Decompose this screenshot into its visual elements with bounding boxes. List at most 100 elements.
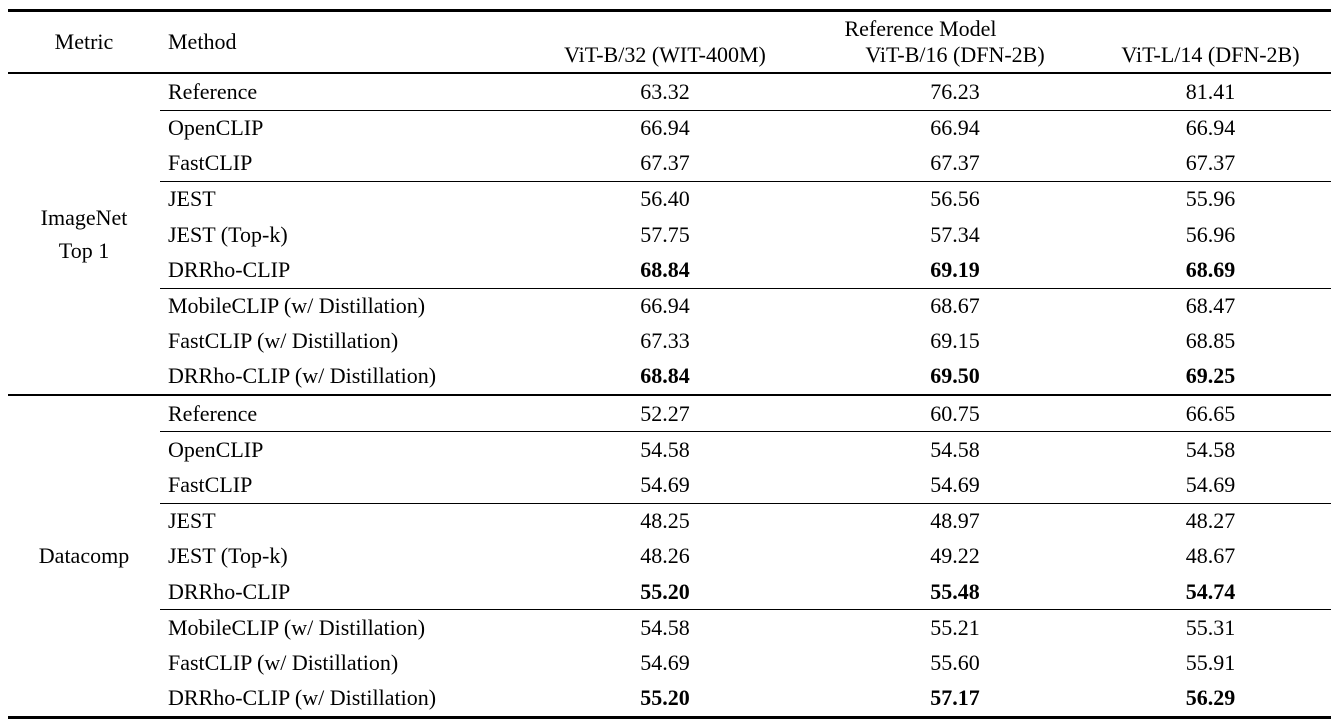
value-cell: 68.47 (1090, 287, 1331, 324)
method-label: MobileCLIP (w/ Distillation) (160, 609, 510, 646)
value-cell: 56.96 (1185, 221, 1236, 247)
value-cell: 54.58 (820, 431, 1090, 468)
value-cell: 48.97 (820, 502, 1090, 539)
method-label: OpenCLIP (160, 109, 510, 146)
value-cell: 76.23 (930, 78, 980, 104)
method-label: JEST (160, 180, 510, 218)
value-cell: 68.69 (1185, 256, 1236, 282)
value-cell: 66.65 (1185, 400, 1236, 426)
value-cell: 69.19 (930, 256, 980, 282)
value-cell: 68.84 (640, 363, 690, 389)
table-row: DRRho-CLIP 55.20 55.48 54.74 (8, 574, 1331, 610)
value-cell: 55.20 (640, 685, 690, 711)
method-label: Reference (168, 78, 258, 104)
value-cell: 66.94 (510, 109, 820, 146)
value-cell: 67.33 (640, 328, 690, 354)
value-cell: 63.32 (640, 78, 690, 104)
method-label: DRRho-CLIP (w/ Distillation) (168, 363, 437, 389)
value-cell: 69.50 (930, 363, 980, 389)
reference-model-group-header: Reference Model (844, 16, 997, 41)
value-cell: 54.58 (510, 431, 820, 468)
value-cell: 69.15 (930, 328, 980, 354)
value-cell: 55.21 (820, 609, 1090, 646)
metric-label-line: ImageNet (40, 205, 128, 231)
value-cell: 55.20 (640, 578, 690, 604)
metric-label: Datacomp (8, 395, 160, 717)
value-cell: 54.69 (930, 471, 980, 497)
column-header-vit-l14: ViT-L/14 (DFN-2B) (1121, 42, 1300, 68)
table-row: FastCLIP 54.69 54.69 54.69 (8, 467, 1331, 503)
value-cell: 57.34 (930, 221, 980, 247)
value-cell: 56.56 (820, 180, 1090, 218)
column-header-vit-b16: ViT-B/16 (DFN-2B) (865, 42, 1045, 68)
value-cell: 54.69 (640, 471, 690, 497)
value-cell: 57.75 (640, 221, 690, 247)
value-cell: 54.58 (510, 609, 820, 646)
table-row: JEST 56.40 56.56 55.96 (8, 180, 1331, 218)
table-row: DRRho-CLIP (w/ Distillation) 55.20 57.17 56… (8, 681, 1331, 718)
method-column-header: Method (168, 29, 237, 55)
metric-label: ImageNet Top 1 (8, 73, 160, 395)
value-cell: 68.67 (820, 287, 1090, 324)
method-label: FastCLIP (w/ Distillation) (168, 328, 399, 354)
table-row: MobileCLIP (w/ Distillation) 54.58 55.21 55… (8, 609, 1331, 646)
table-row: DRRho-CLIP (w/ Distillation) 68.84 69.50 69… (8, 359, 1331, 395)
value-cell: 48.26 (640, 543, 690, 569)
table-row: JEST (Top-k) 57.75 57.34 56.96 (8, 217, 1331, 252)
metric-section: ImageNet Top 1 Reference 63.32 76.23 81.41 Ope… (8, 73, 1331, 395)
value-cell: 81.41 (1185, 78, 1236, 104)
table-row: OpenCLIP 66.94 66.94 66.94 (8, 109, 1331, 146)
value-cell: 60.75 (930, 400, 980, 426)
value-cell: 66.94 (510, 287, 820, 324)
table-row: ImageNet Top 1 Reference 63.32 76.23 81.41 (8, 73, 1331, 263)
value-cell: 54.69 (640, 649, 690, 675)
value-cell: 48.27 (1090, 502, 1331, 539)
method-label: DRRho-CLIP (168, 578, 291, 604)
table-row: FastCLIP (w/ Distillation) 54.69 55.60 55.9… (8, 645, 1331, 680)
method-label: JEST (Top-k) (168, 543, 288, 569)
value-cell: 67.37 (930, 150, 980, 176)
method-label: FastCLIP (w/ Distillation) (168, 649, 399, 675)
value-cell: 48.25 (510, 502, 820, 539)
method-label: MobileCLIP (w/ Distillation) (160, 287, 510, 324)
value-cell: 48.67 (1185, 543, 1236, 569)
method-label: FastCLIP (168, 150, 253, 176)
table-row: FastCLIP (w/ Distillation) 67.33 69.15 68.8… (8, 324, 1331, 359)
value-cell: 56.40 (510, 180, 820, 218)
value-cell: 55.91 (1185, 649, 1236, 675)
value-cell: 69.25 (1185, 363, 1236, 389)
method-label: DRRho-CLIP (168, 256, 291, 282)
metric-label-line: Top 1 (58, 238, 110, 264)
method-label: DRRho-CLIP (w/ Distillation) (168, 685, 437, 711)
header-row-sub: ViT-B/32 (WIT-400M) ViT-B/16 (DFN-2B) Vi… (8, 41, 1331, 73)
value-cell: 55.96 (1090, 180, 1331, 218)
value-cell: 66.94 (820, 109, 1090, 146)
method-label: FastCLIP (168, 471, 253, 497)
value-cell: 49.22 (930, 543, 980, 569)
method-label: Reference (168, 400, 258, 426)
metric-label-line: Datacomp (38, 543, 130, 569)
value-cell: 67.37 (1185, 150, 1236, 176)
value-cell: 66.94 (1090, 109, 1331, 146)
value-cell: 57.17 (930, 685, 980, 711)
table-row: JEST 48.25 48.97 48.27 (8, 502, 1331, 539)
table-row: OpenCLIP 54.58 54.58 54.58 (8, 431, 1331, 468)
value-cell: 55.60 (930, 649, 980, 675)
header-row-top: Metric Method Reference Model (8, 11, 1331, 54)
metric-column-header: Metric (54, 29, 114, 55)
table-header: Metric Method Reference Model ViT-B/32 (… (8, 11, 1331, 74)
value-cell: 52.27 (640, 400, 690, 426)
table-row: FastCLIP 67.37 67.37 67.37 (8, 146, 1331, 182)
results-table: Metric Method Reference Model ViT-B/32 (… (8, 9, 1331, 719)
value-cell: 55.31 (1090, 609, 1331, 646)
value-cell: 68.84 (640, 256, 690, 282)
value-cell: 54.74 (1185, 578, 1236, 604)
metric-section: Datacomp Reference 52.27 60.75 66.65 OpenCLIP… (8, 395, 1331, 717)
method-label: OpenCLIP (160, 431, 510, 468)
value-cell: 54.69 (1185, 471, 1236, 497)
table-row: MobileCLIP (w/ Distillation) 66.94 68.67 68… (8, 287, 1331, 324)
value-cell: 67.37 (640, 150, 690, 176)
method-label: JEST (Top-k) (168, 221, 288, 247)
table-row: DRRho-CLIP 68.84 69.19 68.69 (8, 252, 1331, 288)
